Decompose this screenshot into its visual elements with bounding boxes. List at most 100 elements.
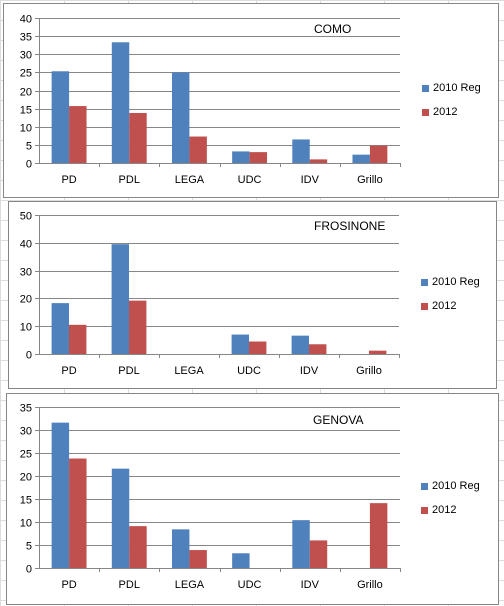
bar-grillo-series-1 [369,350,387,354]
chart-frosinone[interactable]: 0 10 20 30 40 50 PD PDL LEGA UDC IDV Grillo FROSINO… [8,201,497,389]
chart-plot: 0 5 10 15 20 25 30 35 PD PDL LEGA UDC IDV Grillo [20,403,401,591]
bar-lega-series-0 [171,72,190,163]
legend-label: 2012 [432,504,457,516]
bar-pd-series-1 [69,324,87,354]
bar-lega-series-1 [189,550,207,568]
y-tick-label: 15 [20,105,32,117]
x-tick-label: PD [61,365,76,377]
legend-item: 2010 Reg [421,479,480,493]
y-tick-label: 20 [20,87,32,99]
chart-legend: 2010 Reg 2012 [422,81,481,129]
y-tick-label: 40 [20,14,32,26]
legend-item: 2010 Reg [422,81,481,95]
y-tick-label: 5 [26,541,32,553]
bar-pdl-series-1 [129,526,147,568]
x-tick-label: Grillo [357,174,383,186]
y-tick-label: 0 [26,350,32,362]
bar-idv-series-0 [292,520,310,568]
legend-label: 2010 Reg [432,480,480,492]
chart-title: FROSINONE [314,219,386,233]
chart-title: COMO [314,22,352,36]
legend-item: 2012 [422,105,481,119]
legend-item: 2010 Reg [421,275,480,289]
chart-como[interactable]: 0 5 10 15 20 25 30 35 40 PD PDL LEGA UDC IDV Grillo CO… [3,3,499,198]
chart-title: GENOVA [313,413,364,427]
y-tick-label: 10 [20,123,32,135]
x-tick-label: PD [61,579,76,591]
x-tick-label: LEGA [175,174,205,186]
bar-idv-series-0 [291,335,309,354]
legend-label: 2010 Reg [432,276,480,288]
bar-pd-series-0 [51,422,70,568]
bar-udc-series-1 [249,341,267,354]
chart-plot: 0 10 20 30 40 50 PD PDL LEGA UDC IDV Grillo [20,211,400,377]
chart-legend: 2010 Reg 2012 [421,275,480,323]
x-tick-label: PDL [119,174,140,186]
chart-legend: 2010 Reg 2012 [421,479,480,527]
y-tick-label: 15 [20,495,32,507]
bar-grillo-series-1 [369,145,388,163]
bar-lega-series-0 [171,529,190,568]
legend-label: 2010 Reg [433,82,481,94]
x-tick-label: LEGA [175,579,205,591]
chart-plot: 0 5 10 15 20 25 30 35 40 PD PDL LEGA UDC IDV Grillo [20,14,401,186]
x-tick-label: UDC [237,365,261,377]
legend-swatch [422,108,429,116]
bar-udc-series-1 [249,152,268,163]
legend-label: 2012 [433,106,458,118]
legend-swatch [422,84,429,92]
bar-udc-series-0 [231,334,249,354]
y-tick-label: 5 [26,141,32,153]
x-tick-label: IDV [300,365,319,377]
bar-pd-series-0 [51,303,69,354]
x-tick-label: UDC [238,174,262,186]
bar-pdl-series-1 [129,112,147,163]
x-tick-label: IDV [301,174,320,186]
bar-idv-series-1 [309,344,327,354]
x-tick-label: UDC [238,579,262,591]
legend-swatch [421,482,428,490]
legend-swatch [421,302,428,310]
y-tick-label: 0 [26,159,32,171]
chart-genova[interactable]: 0 5 10 15 20 25 30 35 PD PDL LEGA UDC IDV Grillo GENO… [6,393,499,605]
legend-swatch [421,278,428,286]
x-tick-label: PDL [119,579,140,591]
y-tick-label: 40 [20,239,32,251]
legend-item: 2012 [421,503,480,517]
y-tick-label: 35 [20,403,32,415]
y-tick-label: 50 [20,211,32,223]
legend-label: 2012 [432,300,457,312]
bar-pd-series-1 [69,106,87,163]
x-tick-label: PD [61,174,76,186]
bar-idv-series-1 [309,540,328,568]
y-tick-label: 20 [20,294,32,306]
x-tick-label: Grillo [357,579,383,591]
bar-pd-series-0 [51,71,70,163]
bar-pdl-series-0 [111,244,129,354]
bar-pdl-series-0 [111,42,130,163]
y-tick-label: 25 [20,68,32,80]
y-tick-label: 25 [20,449,32,461]
bar-pdl-series-0 [111,468,130,568]
y-tick-label: 30 [20,426,32,438]
y-tick-label: 0 [26,564,32,576]
bar-idv-series-0 [292,139,310,163]
y-tick-label: 30 [20,267,32,279]
x-tick-label: IDV [301,579,320,591]
y-tick-label: 35 [20,32,32,44]
y-tick-label: 10 [20,322,32,334]
x-tick-label: Grillo [356,365,382,377]
bar-udc-series-0 [232,151,250,163]
x-tick-label: PDL [118,365,139,377]
y-tick-label: 30 [20,50,32,62]
x-tick-label: LEGA [174,365,204,377]
bar-lega-series-1 [189,136,207,163]
bar-pd-series-1 [69,458,87,568]
y-tick-label: 20 [20,472,32,484]
y-tick-label: 10 [20,518,32,530]
legend-swatch [421,506,428,514]
bar-grillo-series-0 [352,154,370,163]
bar-grillo-series-1 [369,503,388,568]
bar-pdl-series-1 [129,300,147,354]
legend-item: 2012 [421,299,480,313]
